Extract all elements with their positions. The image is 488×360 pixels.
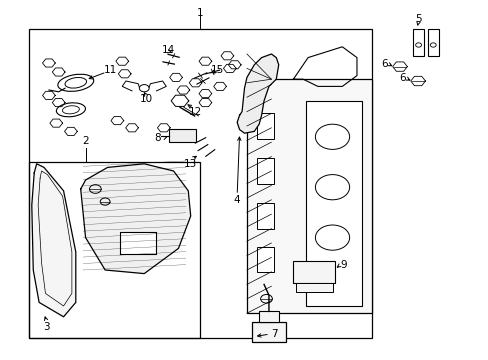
Bar xyxy=(256,113,273,139)
Text: 4: 4 xyxy=(233,195,240,205)
Text: 6: 6 xyxy=(398,73,405,83)
Text: 7: 7 xyxy=(271,329,278,339)
Bar xyxy=(251,322,285,342)
Text: 12: 12 xyxy=(188,107,202,117)
Polygon shape xyxy=(120,232,156,254)
Bar xyxy=(427,29,438,56)
Text: 13: 13 xyxy=(183,159,197,169)
Bar xyxy=(256,158,273,184)
Text: 2: 2 xyxy=(82,136,89,146)
Bar xyxy=(295,283,332,292)
Polygon shape xyxy=(237,54,278,133)
Bar xyxy=(256,247,273,272)
Text: 1: 1 xyxy=(197,8,203,18)
Bar xyxy=(412,29,423,56)
Text: 8: 8 xyxy=(154,133,161,143)
Text: 6: 6 xyxy=(380,59,387,69)
Polygon shape xyxy=(81,164,190,274)
Text: 15: 15 xyxy=(210,65,224,75)
Polygon shape xyxy=(32,164,76,317)
Bar xyxy=(29,29,371,338)
Text: 14: 14 xyxy=(162,45,175,55)
Text: 11: 11 xyxy=(103,65,117,75)
Text: 3: 3 xyxy=(43,321,50,332)
Bar xyxy=(246,79,371,313)
Bar xyxy=(29,162,200,338)
Bar xyxy=(259,311,278,322)
Bar xyxy=(168,129,195,142)
Bar xyxy=(305,101,361,306)
Bar xyxy=(293,261,334,283)
Text: 10: 10 xyxy=(140,94,153,104)
Bar xyxy=(256,203,273,229)
Text: 5: 5 xyxy=(414,14,421,24)
Text: 9: 9 xyxy=(340,260,347,270)
